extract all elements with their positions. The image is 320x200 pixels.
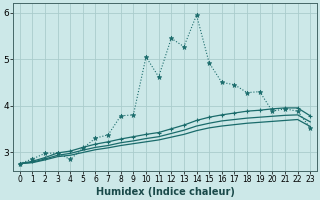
- X-axis label: Humidex (Indice chaleur): Humidex (Indice chaleur): [96, 187, 234, 197]
